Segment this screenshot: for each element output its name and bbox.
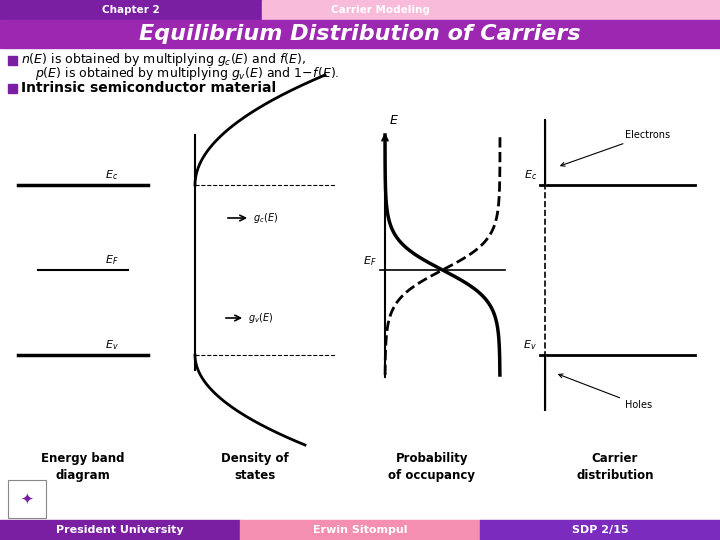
Bar [0,20,720,48]
Text: Carrier
distribution: Carrier distribution [576,452,654,482]
Bar [8,56,17,65]
Text: $E_F$: $E_F$ [364,254,377,268]
Text: $n(E)$ is obtained by multiplying $g_c(E)$ and $f(E)$,: $n(E)$ is obtained by multiplying $g_c(E… [21,51,306,68]
Text: $E_c$: $E_c$ [105,168,118,182]
Text: Carrier Modeling: Carrier Modeling [330,5,429,15]
Text: $E_v$: $E_v$ [523,338,537,352]
Text: $g_c(E)$: $g_c(E)$ [253,211,278,225]
Text: Density of
states: Density of states [221,452,289,482]
Bar [8,84,17,93]
Text: $E$: $E$ [389,114,399,127]
Text: $E_F$: $E_F$ [105,253,119,267]
Text: Electrons: Electrons [561,130,670,166]
Text: $E_v$: $E_v$ [105,338,119,352]
Bar [262,0,720,20]
Text: ✦: ✦ [21,491,33,507]
Bar [480,520,720,540]
Text: President University: President University [56,525,184,535]
Text: $g_v(E)$: $g_v(E)$ [248,311,274,325]
Text: $p(E)$ is obtained by multiplying $g_v(E)$ and $1\!-\!f(E)$.: $p(E)$ is obtained by multiplying $g_v(E… [35,65,340,82]
Text: Erwin Sitompul: Erwin Sitompul [312,525,408,535]
Bar [0,0,262,20]
Text: $E_c$: $E_c$ [524,168,537,182]
Text: Intrinsic semiconductor material: Intrinsic semiconductor material [21,82,276,96]
Text: Equilibrium Distribution of Carriers: Equilibrium Distribution of Carriers [139,24,581,44]
Bar [240,520,480,540]
Text: SDP 2/15: SDP 2/15 [572,525,629,535]
Text: Energy band
diagram: Energy band diagram [41,452,125,482]
Bar [0,520,240,540]
Text: Chapter 2: Chapter 2 [102,5,160,15]
Text: Probability
of occupancy: Probability of occupancy [389,452,475,482]
Bar [8,480,46,518]
Text: Holes: Holes [559,374,652,410]
